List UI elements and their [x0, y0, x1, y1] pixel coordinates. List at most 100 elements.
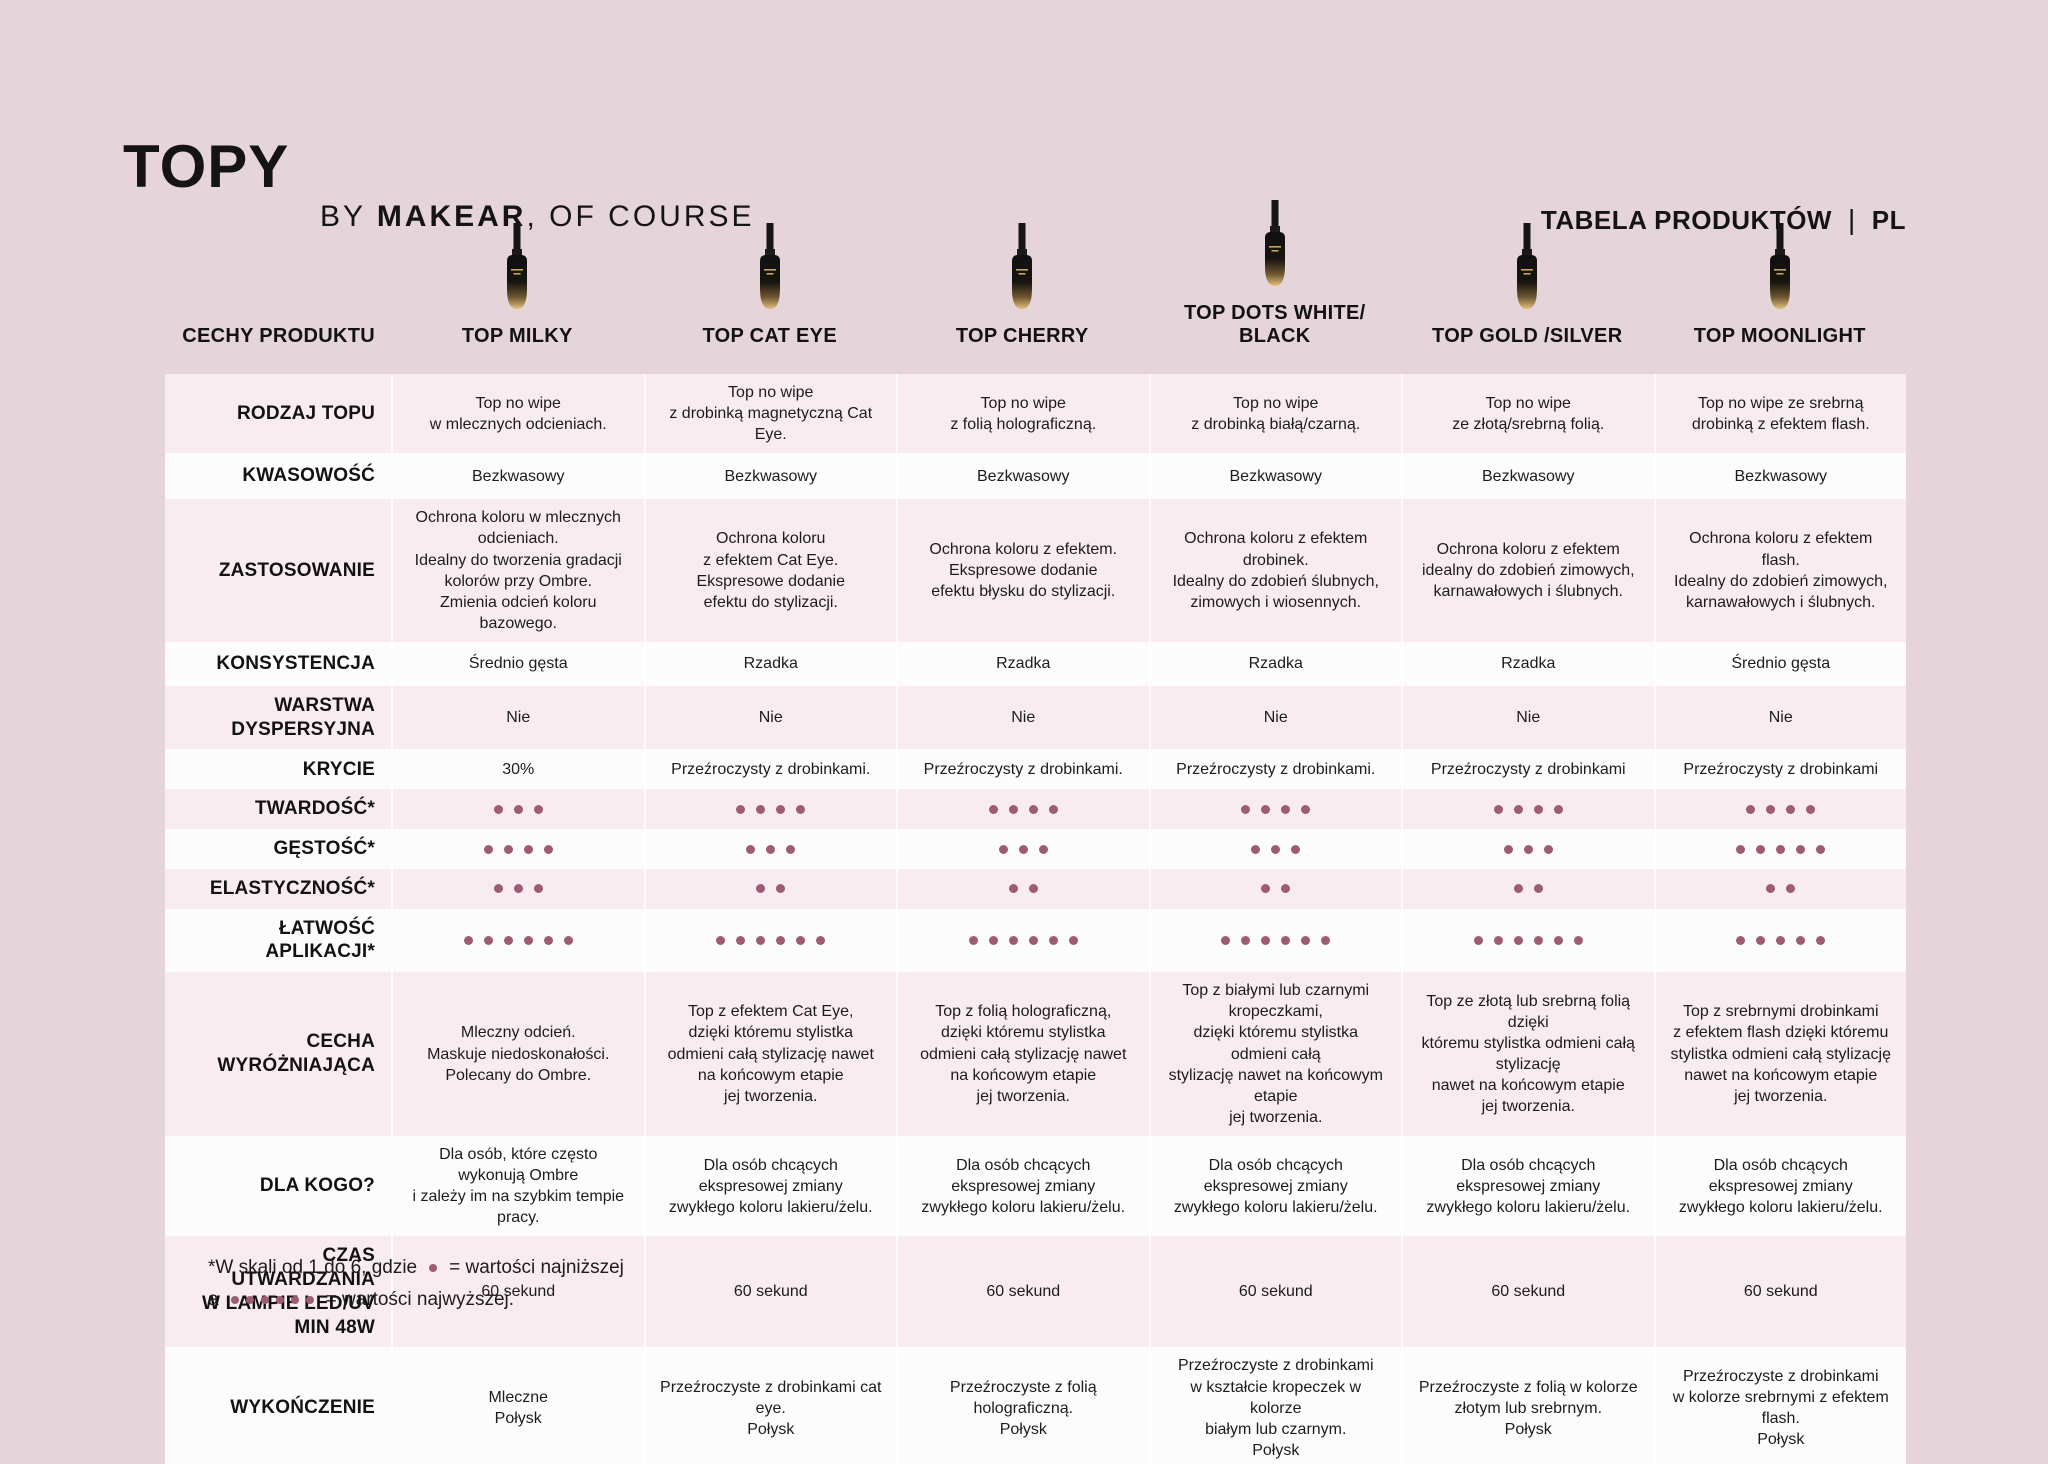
table-row: ELASTYCZNOŚĆ* — [165, 868, 1906, 909]
language-indicator[interactable]: PL — [1871, 204, 1906, 235]
rating-dot-icon — [1048, 935, 1058, 945]
rating-dot-icon — [230, 1296, 239, 1305]
row-label: ELASTYCZNOŚĆ* — [165, 869, 391, 909]
rating-cell — [896, 789, 1149, 830]
value-cell: Dla osób chcących ekspresowej zmiany zwy… — [1653, 1136, 1907, 1237]
rating-dot-icon — [483, 935, 493, 945]
rating-cell — [643, 829, 897, 869]
value-cell: Przeźroczyste z folią holograficzną. Poł… — [896, 1347, 1149, 1464]
rating-dots — [1473, 935, 1583, 945]
value-cell: Bezkwasowy — [391, 453, 644, 500]
rating-dot-icon — [290, 1296, 299, 1305]
table-row: DLA KOGO? Dla osób, które często wykonują… — [165, 1136, 1907, 1237]
rating-dot-icon — [786, 844, 796, 854]
rating-dot-icon — [1008, 804, 1018, 814]
value-cell: Średnio gęsta — [1653, 641, 1907, 686]
footnote-text: = wartości najwyższej. — [325, 1289, 515, 1311]
row-label-text: KWASOWOŚĆ — [242, 465, 375, 487]
row-label: TWARDOŚĆ* — [165, 789, 391, 829]
footnote-line-2: a = wartości najwyższej. — [208, 1284, 624, 1316]
rating-dots — [756, 884, 786, 894]
rating-dot-icon — [1553, 804, 1563, 814]
value-cell: Rzadka — [643, 641, 897, 686]
product-header: TOP MILKY — [391, 223, 644, 348]
table-row: RODZAJ TOPU Top no wipe w mlecznych odcie… — [165, 374, 1907, 454]
bottle-icon — [1260, 200, 1290, 288]
rating-dot-icon — [1796, 844, 1806, 854]
rating-dot-icon — [1221, 935, 1231, 945]
rating-dot-icon — [1493, 935, 1503, 945]
rating-dot-icon — [1038, 844, 1048, 854]
value-cell: Top no wipe z folią holograficzną. — [896, 374, 1149, 454]
value-cell: Top no wipe ze srebrną drobinką z efekte… — [1653, 374, 1907, 454]
row-label-text: DLA KOGO? — [259, 1175, 375, 1197]
rating-cell — [1401, 868, 1654, 909]
rating-dot-icon — [1291, 844, 1301, 854]
value-cell: 60 sekund — [1148, 1236, 1402, 1348]
table-row: CECHA WYRÓŻNIAJĄCA Mleczny odcień. Maskuj… — [165, 972, 1906, 1136]
footnote-text: a — [208, 1289, 219, 1311]
value-cell: Przeźroczysty z drobinkami. — [896, 749, 1149, 790]
value-cell: Top z białymi lub czarnymi kropeczkami, … — [1148, 972, 1402, 1136]
rating-dot-icon — [1736, 935, 1746, 945]
rating-dot-icon — [1301, 804, 1311, 814]
rating-dot-icon — [1281, 884, 1291, 894]
rating-dot-icon — [1301, 935, 1311, 945]
rating-cell — [391, 908, 644, 973]
rating-dot-icon — [1533, 804, 1543, 814]
rating-dot-icon — [776, 804, 786, 814]
subtitle-tagline: , OF COURSE — [526, 200, 755, 233]
bottle-icon — [1512, 223, 1542, 311]
rating-cell — [1401, 789, 1654, 830]
rating-dot-icon — [533, 884, 543, 894]
value-cell: Przeźroczyste z drobinkami w kolorze sre… — [1653, 1347, 1907, 1464]
rating-dots — [1736, 935, 1826, 945]
rating-dot-icon — [756, 884, 766, 894]
rating-dot-icon — [493, 884, 503, 894]
rating-dot-icon — [429, 1264, 438, 1273]
rating-dot-icon — [756, 935, 766, 945]
value-cell: Przeźroczysty z drobinkami. — [643, 749, 897, 790]
value-cell: Top no wipe z drobinką magnetyczną Cat E… — [643, 374, 897, 454]
rating-dot-icon — [1533, 935, 1543, 945]
value-cell: Bezkwasowy — [1653, 453, 1907, 500]
rating-dot-icon — [513, 884, 523, 894]
rating-dot-icon — [756, 804, 766, 814]
rating-dot-icon — [513, 804, 523, 814]
value-cell: Top no wipe w mlecznych odcieniach. — [391, 374, 644, 454]
rating-cell — [643, 868, 897, 909]
value-cell: Średnio gęsta — [391, 641, 644, 686]
bottle-icon — [1007, 223, 1037, 311]
row-label-text: ŁATWOŚĆ APLIKACJI* — [265, 917, 375, 963]
rating-dot-icon — [1281, 935, 1291, 945]
value-cell: Rzadka — [1401, 641, 1654, 686]
product-header: TOP CAT EYE — [644, 223, 897, 348]
rating-dot-icon — [1241, 935, 1251, 945]
page-title: TOPY — [123, 133, 290, 200]
separator-pipe: | — [1847, 204, 1856, 235]
rating-dots — [998, 844, 1048, 854]
rating-dots — [1241, 804, 1311, 814]
rating-dot-icon — [816, 935, 826, 945]
rating-dot-icon — [1068, 935, 1078, 945]
value-cell: Nie — [391, 685, 644, 750]
value-cell: Nie — [643, 685, 897, 750]
row-label-text: GĘSTOŚĆ* — [273, 838, 375, 860]
rating-dots — [1261, 884, 1291, 894]
row-label: RODZAJ TOPU — [165, 374, 391, 453]
row-label: KONSYSTENCJA — [165, 642, 391, 686]
scale-footnote: *W skali od 1 do 6, gdzie = wartości naj… — [208, 1252, 624, 1317]
rating-dot-icon — [736, 804, 746, 814]
rating-dots — [1493, 804, 1563, 814]
product-name: TOP CHERRY — [955, 325, 1089, 347]
subtitle-by: BY — [320, 200, 377, 233]
rating-cell — [1148, 868, 1402, 909]
row-label-text: CZAS UTWARDZANIA W LAMPIE LED/UV MIN 48W — [202, 1245, 375, 1338]
rating-dots — [483, 844, 553, 854]
rating-dots — [746, 844, 796, 854]
value-cell: Top z folią holograficzną, dzięki którem… — [896, 972, 1149, 1136]
max-rating-dots — [230, 1296, 314, 1305]
rating-dot-icon — [1766, 804, 1776, 814]
product-name: TOP DOTS WHITE/ BLACK — [1183, 302, 1366, 347]
product-header: TOP GOLD /SILVER — [1401, 223, 1654, 348]
